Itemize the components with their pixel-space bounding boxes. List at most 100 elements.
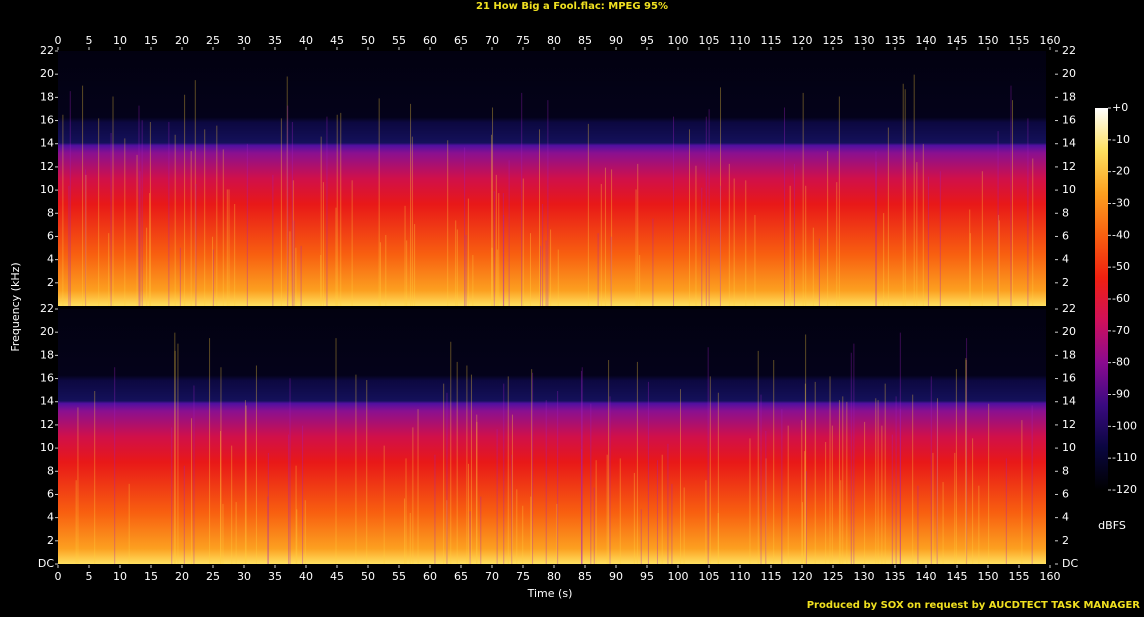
- x-tick-label-top: 75: [516, 34, 530, 47]
- x-tick-label-top: 145: [947, 34, 968, 47]
- y-tick-label-right: 10: [1062, 441, 1076, 454]
- x-axis-label: Time (s): [527, 587, 573, 600]
- colorbar: [1095, 108, 1108, 490]
- y-tick-label: 2: [47, 534, 54, 547]
- colorbar-tick-label: -80: [1112, 356, 1130, 369]
- y-tick-label-right: 12: [1062, 160, 1076, 173]
- y-tick-label: 10: [40, 441, 54, 454]
- x-tick-label-top: 80: [547, 34, 561, 47]
- x-tick-label-top: 40: [299, 34, 313, 47]
- x-tick-label: 145: [947, 570, 968, 583]
- x-tick-label: 95: [640, 570, 654, 583]
- x-tick-label: 90: [609, 570, 623, 583]
- spectrogram: [58, 309, 1046, 564]
- y-tick-label: 6: [47, 229, 54, 242]
- y-tick-label: 2: [47, 276, 54, 289]
- y-tick-label-right: 18: [1062, 90, 1076, 103]
- y-tick-label-right: 16: [1062, 114, 1076, 127]
- x-tick-label-top: 35: [268, 34, 282, 47]
- y-tick-label: 16: [40, 114, 54, 127]
- x-tick-label-top: 105: [699, 34, 720, 47]
- x-tick-label: 40: [299, 570, 313, 583]
- x-tick-label: 20: [175, 570, 189, 583]
- x-tick-label-top: 160: [1040, 34, 1061, 47]
- x-tick-label: 110: [730, 570, 751, 583]
- x-tick-label-top: 5: [86, 34, 93, 47]
- x-tick-label: 75: [516, 570, 530, 583]
- colorbar-tick-label: -90: [1112, 388, 1130, 401]
- x-tick-label: 70: [485, 570, 499, 583]
- y-tick-label: 16: [40, 372, 54, 385]
- x-tick-label-top: 90: [609, 34, 623, 47]
- x-tick-label: 35: [268, 570, 282, 583]
- x-tick-label: 5: [86, 570, 93, 583]
- x-tick-label: 125: [823, 570, 844, 583]
- y-tick-label: 14: [40, 137, 54, 150]
- y-tick-label-right: 2: [1062, 534, 1069, 547]
- x-tick-label-top: 135: [885, 34, 906, 47]
- colorbar-tick-label: -60: [1112, 292, 1130, 305]
- y-tick-label: 4: [47, 253, 54, 266]
- x-tick-label: 115: [761, 570, 782, 583]
- y-tick-label-right: 14: [1062, 395, 1076, 408]
- x-tick-label: 135: [885, 570, 906, 583]
- x-tick-label: 155: [1009, 570, 1030, 583]
- x-tick-label: 120: [792, 570, 813, 583]
- x-tick-label-top: 130: [854, 34, 875, 47]
- y-tick-label: 20: [40, 325, 54, 338]
- x-tick-label-top: 155: [1009, 34, 1030, 47]
- x-tick-label-top: 20: [175, 34, 189, 47]
- x-tick-label: 100: [668, 570, 689, 583]
- y-tick-label-right: 18: [1062, 348, 1076, 361]
- x-tick-label-top: 100: [668, 34, 689, 47]
- y-tick-label-right: 4: [1062, 511, 1069, 524]
- y-tick-label: 10: [40, 183, 54, 196]
- y-tick-label: 18: [40, 90, 54, 103]
- colorbar-tick-label: +0: [1112, 101, 1128, 114]
- x-tick-label-top: 15: [144, 34, 158, 47]
- x-tick-label-top: 110: [730, 34, 751, 47]
- x-tick-label: 50: [361, 570, 375, 583]
- colorbar-label: dBFS: [1098, 519, 1126, 532]
- x-tick-label-top: 25: [206, 34, 220, 47]
- y-tick-label-right: 6: [1062, 487, 1069, 500]
- y-tick-label-right: 2: [1062, 276, 1069, 289]
- x-tick-label: 85: [578, 570, 592, 583]
- colorbar-tick-label: -100: [1112, 419, 1137, 432]
- y-tick-label-right: 6: [1062, 229, 1069, 242]
- x-tick-label-top: 95: [640, 34, 654, 47]
- y-tick-label-right: 22: [1062, 302, 1076, 315]
- colorbar-tick-label: -40: [1112, 228, 1130, 241]
- colorbar-tick-label: -30: [1112, 197, 1130, 210]
- chart-title: 21 How Big a Fool.flac: MPEG 95%: [476, 1, 668, 12]
- x-tick-label: 55: [392, 570, 406, 583]
- x-tick-label-top: 140: [916, 34, 937, 47]
- x-tick-label-top: 55: [392, 34, 406, 47]
- x-tick-label-top: 50: [361, 34, 375, 47]
- y-axis-label: Frequency (kHz): [9, 262, 22, 351]
- x-tick-label: 150: [978, 570, 999, 583]
- x-tick-label-top: 10: [113, 34, 127, 47]
- x-tick-label: 65: [454, 570, 468, 583]
- x-tick-label: 45: [330, 570, 344, 583]
- x-tick-label-top: 30: [237, 34, 251, 47]
- y-tick-label-right: DC: [1062, 557, 1078, 570]
- y-tick-label: 22: [40, 44, 54, 57]
- x-tick-label: 105: [699, 570, 720, 583]
- x-tick-label-top: 0: [55, 34, 62, 47]
- x-tick-label: 10: [113, 570, 127, 583]
- colorbar-tick-label: -10: [1112, 133, 1130, 146]
- y-tick-label: 12: [40, 160, 54, 173]
- y-tick-label: 18: [40, 348, 54, 361]
- y-tick-label-right: 12: [1062, 418, 1076, 431]
- x-tick-label-top: 45: [330, 34, 344, 47]
- colorbar-tick-label: -70: [1112, 324, 1130, 337]
- x-tick-label: 130: [854, 570, 875, 583]
- colorbar-tick-label: -50: [1112, 260, 1130, 273]
- y-tick-label-right: 4: [1062, 253, 1069, 266]
- x-tick-label: 0: [55, 570, 62, 583]
- footer: Produced by SOX on request by AUCDTECT T…: [807, 600, 1141, 611]
- y-tick-label: 22: [40, 302, 54, 315]
